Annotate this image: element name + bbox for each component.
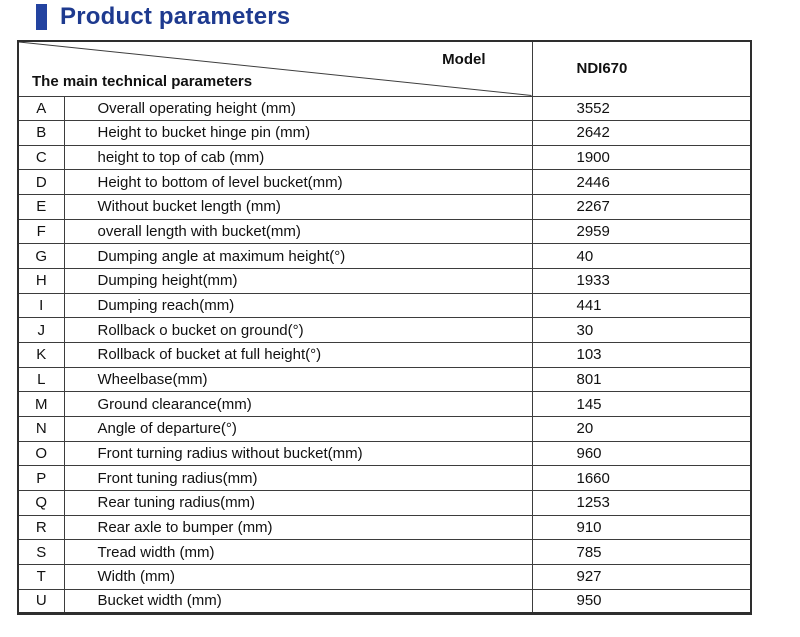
row-value-cell: 2267 <box>531 194 752 220</box>
row-parameter-cell: Height to bottom of level bucket(mm) <box>63 169 533 196</box>
row-parameter-cell: Dumping height(mm) <box>63 268 533 294</box>
row-parameter-cell: Dumping angle at maximum height(°) <box>63 243 533 270</box>
row-parameter-cell: Rollback of bucket at full height(°) <box>63 342 533 368</box>
model-header-label: Model <box>442 51 486 68</box>
row-value-cell: 2642 <box>531 120 752 146</box>
table-row: E Without bucket length (mm) 2267 <box>17 194 752 220</box>
table-row: M Ground clearance(mm) 145 <box>17 391 752 418</box>
row-parameter-cell: Height to bucket hinge pin (mm) <box>63 120 533 146</box>
row-parameter-cell: Rear tuning radius(mm) <box>63 490 533 516</box>
row-letter-cell: N <box>17 416 65 442</box>
row-parameter-cell: Front turning radius without bucket(mm) <box>63 440 533 467</box>
row-letter-cell: B <box>17 120 65 146</box>
row-letter-cell: C <box>17 144 65 171</box>
row-parameter-cell: Bucket width (mm) <box>63 588 533 615</box>
row-parameter-cell: Front tuning radius(mm) <box>63 465 533 491</box>
table-row: H Dumping height(mm) 1933 <box>17 268 752 294</box>
table-row: I Dumping reach(mm) 441 <box>17 292 752 319</box>
row-value-cell: 441 <box>531 292 752 319</box>
row-letter-cell: R <box>17 514 65 541</box>
table-row: D Height to bottom of level bucket(mm) 2… <box>17 169 752 196</box>
row-parameter-cell: Ground clearance(mm) <box>63 391 533 418</box>
diagonal-header-cell: Model The main technical parameters <box>17 40 533 97</box>
page-title-row: Product parameters <box>36 3 290 31</box>
row-letter-cell: K <box>17 342 65 368</box>
row-parameter-cell: Wheelbase(mm) <box>63 366 533 393</box>
header-row: Model The main technical parameters NDI6… <box>17 40 752 97</box>
row-value-cell: 1253 <box>531 490 752 516</box>
row-parameter-cell: overall length with bucket(mm) <box>63 218 533 245</box>
row-value-cell: 1660 <box>531 465 752 491</box>
row-value-cell: 145 <box>531 391 752 418</box>
row-letter-cell: T <box>17 563 65 590</box>
row-letter-cell: M <box>17 391 65 418</box>
row-value-cell: 1933 <box>531 268 752 294</box>
row-value-cell: 2959 <box>531 218 752 245</box>
table-row: K Rollback of bucket at full height(°) 1… <box>17 342 752 368</box>
row-parameter-cell: Width (mm) <box>63 563 533 590</box>
row-value-cell: 927 <box>531 563 752 590</box>
table-row: Q Rear tuning radius(mm) 1253 <box>17 490 752 516</box>
row-parameter-cell: Overall operating height (mm) <box>63 95 533 122</box>
parameters-header-label: The main technical parameters <box>32 72 253 90</box>
row-letter-cell: O <box>17 440 65 467</box>
row-letter-cell: J <box>17 317 65 344</box>
row-letter-cell: S <box>17 539 65 565</box>
row-parameter-cell: height to top of cab (mm) <box>63 144 533 171</box>
table-row: A Overall operating height (mm) 3552 <box>17 95 752 122</box>
row-value-cell: 950 <box>531 588 752 615</box>
row-parameter-cell: Rear axle to bumper (mm) <box>63 514 533 541</box>
table-row: T Width (mm) 927 <box>17 563 752 590</box>
table-row: N Angle of departure(°) 20 <box>17 416 752 442</box>
row-value-cell: 960 <box>531 440 752 467</box>
row-parameter-cell: Angle of departure(°) <box>63 416 533 442</box>
row-value-cell: 30 <box>531 317 752 344</box>
row-value-cell: 2446 <box>531 169 752 196</box>
row-parameter-cell: Rollback o bucket on ground(°) <box>63 317 533 344</box>
row-value-cell: 20 <box>531 416 752 442</box>
row-value-cell: 801 <box>531 366 752 393</box>
row-value-cell: 40 <box>531 243 752 270</box>
model-value-header: NDI670 <box>531 40 752 97</box>
row-value-cell: 1900 <box>531 144 752 171</box>
table-row: B Height to bucket hinge pin (mm) 2642 <box>17 120 752 146</box>
row-parameter-cell: Dumping reach(mm) <box>63 292 533 319</box>
row-value-cell: 3552 <box>531 95 752 122</box>
row-parameter-cell: Without bucket length (mm) <box>63 194 533 220</box>
table-row: R Rear axle to bumper (mm) 910 <box>17 514 752 541</box>
table-row: C height to top of cab (mm) 1900 <box>17 144 752 171</box>
row-letter-cell: G <box>17 243 65 270</box>
table-row: U Bucket width (mm) 950 <box>17 588 752 615</box>
table-row: G Dumping angle at maximum height(°) 40 <box>17 243 752 270</box>
spec-table: Model The main technical parameters NDI6… <box>17 40 752 616</box>
row-letter-cell: A <box>17 95 65 122</box>
table-row: J Rollback o bucket on ground(°) 30 <box>17 317 752 344</box>
row-letter-cell: E <box>17 194 65 220</box>
title-accent-bar <box>36 4 47 30</box>
page-title: Product parameters <box>60 3 291 30</box>
row-letter-cell: D <box>17 169 65 196</box>
table-row: P Front tuning radius(mm) 1660 <box>17 465 752 491</box>
row-parameter-cell: Tread width (mm) <box>63 539 533 565</box>
row-letter-cell: F <box>17 218 65 245</box>
row-value-cell: 910 <box>531 514 752 541</box>
row-letter-cell: I <box>17 292 65 319</box>
row-letter-cell: L <box>17 366 65 393</box>
diagonal-line-icon <box>19 42 532 96</box>
table-body: A Overall operating height (mm) 3552 B H… <box>17 95 752 615</box>
row-letter-cell: P <box>17 465 65 491</box>
table-row: L Wheelbase(mm) 801 <box>17 366 752 393</box>
table-row: F overall length with bucket(mm) 2959 <box>17 218 752 245</box>
row-value-cell: 103 <box>531 342 752 368</box>
row-letter-cell: U <box>17 588 65 615</box>
row-letter-cell: Q <box>17 490 65 516</box>
row-value-cell: 785 <box>531 539 752 565</box>
table-row: O Front turning radius without bucket(mm… <box>17 440 752 467</box>
row-letter-cell: H <box>17 268 65 294</box>
table-row: S Tread width (mm) 785 <box>17 539 752 565</box>
